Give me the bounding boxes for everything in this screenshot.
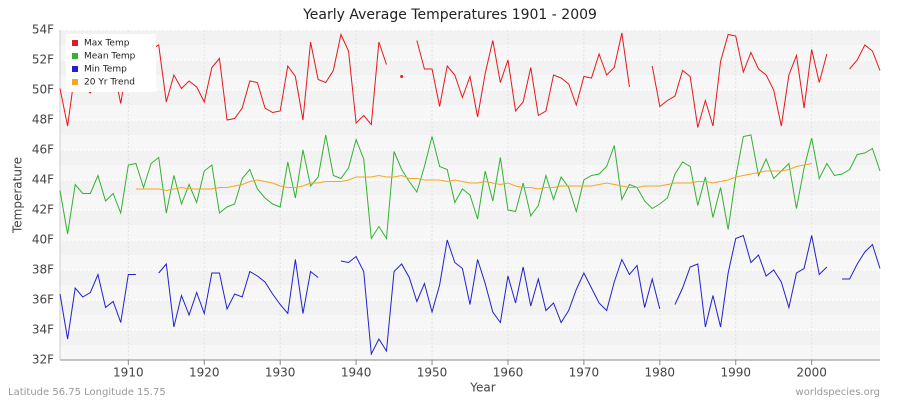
grid-band <box>60 240 880 255</box>
x-tick-label: 1990 <box>720 366 751 380</box>
grid-band <box>60 45 880 60</box>
legend-label: Max Temp <box>84 39 130 49</box>
grid-band <box>60 210 880 225</box>
y-tick-label: 40F <box>32 233 54 247</box>
grid-band <box>60 195 880 210</box>
x-tick-label: 2000 <box>796 366 827 380</box>
grid-band <box>60 30 880 45</box>
x-tick-label: 1980 <box>645 366 676 380</box>
grid-band <box>60 255 880 270</box>
y-tick-label: 32F <box>32 353 54 367</box>
y-tick-label: 50F <box>32 83 54 97</box>
y-tick-label: 36F <box>32 293 54 307</box>
legend-marker <box>72 79 78 85</box>
legend-box <box>66 34 156 92</box>
series-line <box>59 134 881 241</box>
x-tick-label: 1910 <box>113 366 144 380</box>
point <box>400 75 404 78</box>
y-tick-label: 42F <box>32 203 54 217</box>
legend-marker <box>72 66 78 72</box>
y-tick-label: 48F <box>32 113 54 127</box>
series-line <box>59 234 881 356</box>
legend-marker <box>72 53 78 59</box>
series-line <box>59 32 881 128</box>
legend-marker <box>72 40 78 46</box>
y-tick-label: 52F <box>32 53 54 67</box>
grid-band <box>60 105 880 120</box>
y-tick-label: 34F <box>32 323 54 337</box>
grid-band <box>60 285 880 300</box>
x-tick-label: 1940 <box>341 366 372 380</box>
y-tick-label: 44F <box>32 173 54 187</box>
y-tick-label: 46F <box>32 143 54 157</box>
grid-band <box>60 75 880 90</box>
grid-band <box>60 225 880 240</box>
grid-band <box>60 180 880 195</box>
grid-band <box>60 120 880 135</box>
chart-title: Yearly Average Temperatures 1901 - 2009 <box>302 7 597 23</box>
grid-band <box>60 90 880 105</box>
y-tick-label: 54F <box>32 23 54 37</box>
footer-right: worldspecies.org <box>796 387 880 398</box>
x-axis-label: Year <box>469 381 495 395</box>
grid-band <box>60 165 880 180</box>
y-tick-label: 38F <box>32 263 54 277</box>
legend-label: Mean Temp <box>84 52 136 62</box>
grid-band <box>60 135 880 150</box>
series-line <box>135 163 812 192</box>
footer-left: Latitude 56.75 Longitude 15.75 <box>8 387 166 398</box>
x-tick-label: 1920 <box>189 366 220 380</box>
grid-band <box>60 270 880 285</box>
grid-band <box>60 60 880 75</box>
x-tick-label: 1950 <box>417 366 448 380</box>
legend-label: Min Temp <box>84 65 127 75</box>
legend-label: 20 Yr Trend <box>84 78 135 88</box>
grid-band <box>60 315 880 330</box>
x-tick-label: 1930 <box>265 366 296 380</box>
x-tick-label: 1960 <box>493 366 524 380</box>
grid-band <box>60 150 880 165</box>
y-axis-label: Temperature <box>11 157 25 234</box>
x-tick-label: 1970 <box>569 366 600 380</box>
grid-band <box>60 330 880 345</box>
grid-band <box>60 345 880 360</box>
